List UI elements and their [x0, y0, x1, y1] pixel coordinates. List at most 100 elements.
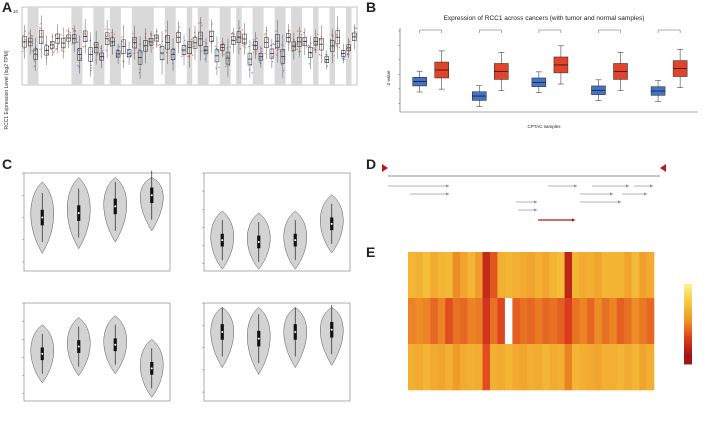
- panel-a-point: [184, 39, 186, 42]
- heatmap-cell: [534, 344, 543, 391]
- panel-a-point: [324, 53, 327, 56]
- gene-direction-arrow: [572, 218, 576, 222]
- panel-c-violin-grid: [22, 170, 351, 402]
- heatmap-cell: [572, 252, 580, 299]
- legend-gradient-step: [684, 328, 692, 331]
- panel-a-point: [201, 24, 203, 27]
- heatmap-cell: [572, 344, 580, 391]
- heatmap-cell: [639, 252, 647, 299]
- heatmap-cell: [467, 344, 476, 391]
- panel-b-bracket: [598, 29, 621, 33]
- panel-a-band: [109, 7, 121, 85]
- panel-b-bracket: [479, 29, 502, 33]
- panel-a-point: [107, 28, 110, 31]
- panel-a-point: [338, 46, 341, 49]
- panel-a-point: [300, 33, 303, 36]
- panel-a-band: [27, 7, 39, 85]
- legend-gradient-step: [684, 358, 692, 361]
- panel-a-point: [218, 66, 220, 69]
- heatmap-cell: [601, 252, 610, 299]
- heatmap-cell: [504, 252, 513, 299]
- panel-a-point: [296, 48, 298, 50]
- panel-b-title: Expression of RCC1 across cancers (with …: [444, 15, 645, 22]
- panel-a-point: [253, 51, 255, 53]
- heatmap-cell: [609, 252, 618, 299]
- panel-a-point: [66, 30, 68, 32]
- heatmap-cell: [408, 252, 416, 299]
- panel-a-point: [34, 46, 37, 49]
- heatmap-cell: [624, 344, 632, 391]
- panel-a-point: [264, 32, 267, 35]
- legend-gradient-step: [684, 286, 692, 289]
- heatmap-cell: [475, 252, 483, 299]
- panel-a-point: [306, 46, 308, 48]
- panel-a-point: [190, 38, 193, 41]
- panel-a-point: [348, 40, 351, 43]
- violin-median: [114, 343, 117, 346]
- panel-a-point: [64, 36, 66, 39]
- panel-a-point: [275, 54, 278, 56]
- panel-letter-a: A: [2, 0, 13, 15]
- violin-median: [257, 337, 260, 340]
- heatmap-cell: [639, 344, 647, 391]
- heatmap-cell: [624, 298, 632, 345]
- legend-gradient-step: [684, 340, 692, 343]
- heatmap-cell: [467, 252, 476, 299]
- panel-a-point: [50, 41, 53, 44]
- panel-a-point: [51, 36, 54, 38]
- panel-b-boxplot: Expression of RCC1 across cancers (with …: [386, 15, 698, 129]
- panel-a-point: [77, 49, 80, 52]
- panel-a-point: [198, 22, 200, 24]
- panel-a-point: [52, 46, 54, 48]
- heatmap-cell: [534, 252, 543, 299]
- panel-a-point: [215, 67, 217, 69]
- heatmap-cell: [482, 344, 491, 391]
- panel-a-point: [255, 53, 257, 55]
- heatmap-cell: [549, 298, 558, 345]
- legend-gradient-step: [684, 322, 692, 325]
- legend-gradient-step: [684, 290, 692, 293]
- panel-a-point: [243, 42, 245, 44]
- panel-a-point: [271, 61, 274, 63]
- heatmap-cell: [452, 252, 461, 299]
- panel-a-point: [28, 32, 30, 35]
- heatmap-cell: [422, 252, 431, 299]
- legend-gradient-step: [684, 296, 692, 299]
- panel-a-point: [46, 53, 49, 55]
- legend-gradient-step: [684, 326, 692, 329]
- heatmap-cell: [542, 252, 550, 299]
- panel-a-point: [264, 34, 266, 36]
- heatmap-cell: [579, 344, 588, 391]
- heatmap-cell: [646, 298, 655, 345]
- heatmap-cell: [631, 344, 640, 391]
- heatmap-cell: [519, 298, 528, 345]
- heatmap-cell: [512, 298, 521, 345]
- heatmap-cell: [445, 252, 454, 299]
- panel-a-point: [105, 49, 107, 52]
- gene-direction-arrow: [626, 184, 630, 188]
- heatmap-cell: [512, 344, 521, 391]
- panel-a-point: [45, 48, 48, 50]
- legend-gradient-step: [684, 314, 692, 317]
- panel-a-point: [223, 53, 225, 56]
- panel-a-point: [291, 50, 293, 53]
- panel-a-point: [294, 46, 296, 48]
- legend-gradient-step: [684, 294, 692, 297]
- panel-a-point: [281, 44, 283, 46]
- panel-a-point: [53, 52, 55, 54]
- panel-a-point: [244, 41, 246, 44]
- panel-a-point: [157, 40, 159, 43]
- violin-median: [41, 216, 44, 219]
- heatmap-cell: [586, 252, 595, 299]
- panel-a-band: [71, 7, 83, 85]
- panel-b-bracket: [538, 29, 562, 33]
- panel-a-point: [204, 58, 206, 60]
- panel-a-point: [242, 45, 244, 47]
- panel-a-point: [252, 39, 255, 41]
- heatmap-cell: [557, 344, 565, 391]
- panel-a-point: [33, 65, 35, 68]
- panel-a-point: [203, 40, 205, 43]
- panel-a-point: [215, 45, 217, 48]
- panel-a-point: [239, 48, 242, 50]
- violin-median: [294, 330, 297, 333]
